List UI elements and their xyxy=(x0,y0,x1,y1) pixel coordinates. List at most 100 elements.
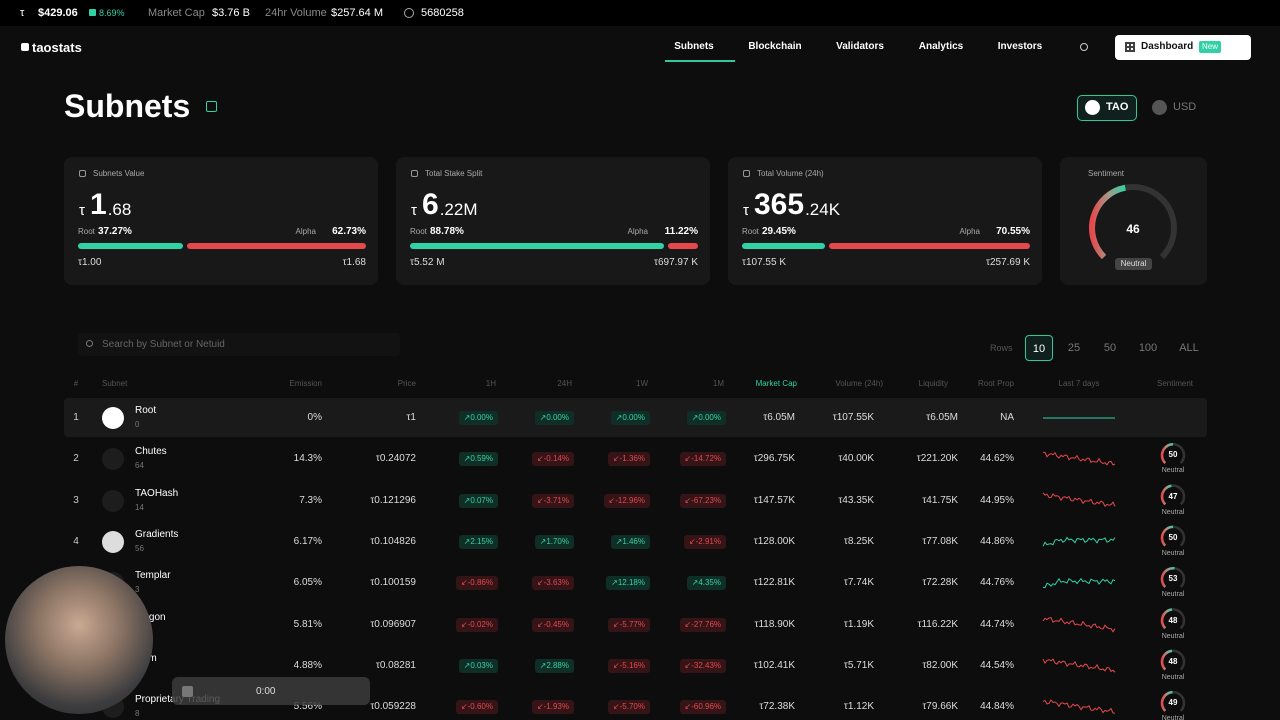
column-header[interactable]: Subnet xyxy=(102,379,128,388)
market-cap-label: Market Cap xyxy=(148,7,205,19)
subnet-icon xyxy=(102,448,124,471)
rows-option[interactable]: 50 xyxy=(1103,342,1117,354)
card-decimals: .68 xyxy=(107,200,132,219)
alpha-label: Alpha xyxy=(627,227,648,236)
search-placeholder[interactable]: Search by Subnet or Netuid xyxy=(102,339,225,350)
sparkline xyxy=(1042,617,1116,633)
sentiment-status: Neutral xyxy=(1161,591,1185,599)
nav-link[interactable]: Blockchain xyxy=(748,41,802,52)
subnet-name[interactable]: Targon xyxy=(135,611,166,623)
alpha-share: 62.73% xyxy=(332,226,366,237)
volume: τ1.19K xyxy=(843,618,874,630)
subnet-name[interactable]: TAOHash xyxy=(135,487,179,499)
market-cap: τ102.41K xyxy=(753,659,795,671)
alpha-share: 70.55% xyxy=(996,226,1030,237)
subnet-name[interactable]: Root xyxy=(135,405,157,416)
sentiment-value: 48 xyxy=(1168,615,1178,625)
liquidity: τ116.22K xyxy=(917,618,958,630)
alpha-share: 11.22% xyxy=(664,226,698,237)
column-header[interactable]: # xyxy=(73,379,79,388)
sentiment-status: Neutral xyxy=(1161,467,1185,475)
change-pill: -5.70% xyxy=(607,700,650,715)
root-share: 29.45% xyxy=(762,226,796,237)
search-icon[interactable] xyxy=(1080,43,1088,51)
column-header[interactable]: Sentiment xyxy=(1156,379,1194,388)
column-header[interactable]: 24H xyxy=(557,379,572,388)
volume-label: 24hr Volume xyxy=(265,7,327,19)
column-header[interactable]: Emission xyxy=(289,379,322,388)
row-rank: 1 xyxy=(73,412,79,423)
change-pill: 0.00% xyxy=(534,411,574,425)
sentiment-status: Neutral xyxy=(1161,715,1185,720)
sentiment-value: 46 xyxy=(1126,222,1140,236)
price: τ0.059228 xyxy=(370,701,416,713)
change-pill: 1.46% xyxy=(610,534,650,549)
logo-mark xyxy=(21,43,29,51)
change-pill: 12.18% xyxy=(606,576,650,591)
tao-icon xyxy=(1085,100,1100,115)
sentiment-value: 50 xyxy=(1168,450,1178,460)
card-icon xyxy=(411,170,418,177)
root-prop: 44.76% xyxy=(980,577,1014,589)
column-header[interactable]: Root Prop xyxy=(977,379,1014,388)
liquidity: τ77.08K xyxy=(922,535,958,547)
alpha-label: Alpha xyxy=(295,227,316,236)
currency-label[interactable]: USD xyxy=(1173,101,1197,113)
price: τ0.08281 xyxy=(375,659,416,671)
sentiment-status: Neutral xyxy=(1161,549,1185,557)
row-rank: 4 xyxy=(73,535,79,547)
change-pill: -0.02% xyxy=(455,617,498,632)
column-header[interactable]: Last 7 days xyxy=(1058,379,1100,388)
nav-link[interactable]: Subnets xyxy=(674,41,714,52)
column-header[interactable]: Market Cap xyxy=(755,379,797,388)
nav-link[interactable]: Validators xyxy=(836,41,884,52)
market-cap: $3.76 B xyxy=(212,7,250,19)
subnet-name[interactable]: Templar xyxy=(135,570,171,582)
sparkline xyxy=(1042,658,1116,673)
volume: τ43.35K xyxy=(838,494,874,506)
liquidity: τ221.20K xyxy=(916,453,958,465)
currency-label[interactable]: TAO xyxy=(1106,101,1129,113)
subnet-name[interactable]: Chutes xyxy=(135,446,167,458)
rows-option[interactable]: 100 xyxy=(1138,342,1158,354)
card-label: Total Stake Split xyxy=(425,169,483,178)
nav-link[interactable]: Investors xyxy=(997,41,1043,52)
column-header[interactable]: 1H xyxy=(485,379,496,388)
liquidity: τ72.28K xyxy=(922,577,958,589)
column-header[interactable]: Liquidity xyxy=(918,379,948,388)
change-pill: -5.77% xyxy=(607,617,650,632)
search-box[interactable] xyxy=(78,333,400,356)
rows-option[interactable]: 10 xyxy=(1025,335,1053,361)
column-header[interactable]: 1W xyxy=(636,379,648,388)
column-header[interactable]: Volume (24h) xyxy=(835,379,883,388)
root-prop: 44.62% xyxy=(980,453,1014,465)
root-prop: 44.84% xyxy=(980,701,1014,713)
card-unit: τ xyxy=(743,202,749,219)
rows-option[interactable]: ALL xyxy=(1179,342,1199,354)
sparkline xyxy=(1042,536,1116,547)
column-header[interactable]: 1M xyxy=(712,379,724,388)
alpha-bar xyxy=(828,243,1030,249)
subnet-netuid: 0 xyxy=(135,420,140,429)
dashboard-button[interactable] xyxy=(1115,35,1251,60)
card-label: Total Volume (24h) xyxy=(757,169,824,178)
column-header[interactable]: Price xyxy=(397,379,416,388)
row-rank: 3 xyxy=(73,494,79,506)
tao-symbol: τ xyxy=(20,7,25,19)
root-label: Root xyxy=(78,227,95,236)
nav-link[interactable]: Analytics xyxy=(918,41,964,52)
subnet-name[interactable]: Gradients xyxy=(135,528,179,540)
subnet-netuid: 8 xyxy=(135,709,140,719)
change-pill: -0.45% xyxy=(531,617,574,632)
change-pill: -32.43% xyxy=(679,658,726,673)
sentiment-value: 48 xyxy=(1168,656,1178,666)
volume: τ1.12K xyxy=(843,701,874,713)
player-stop[interactable] xyxy=(182,686,193,697)
dashboard-label[interactable]: Dashboard xyxy=(1141,41,1194,52)
nav-underline xyxy=(665,60,735,62)
card-decimals: .22M xyxy=(439,200,478,219)
change-pill: 1.70% xyxy=(534,534,574,549)
search-icon xyxy=(86,340,93,347)
rows-option[interactable]: 25 xyxy=(1067,342,1081,354)
